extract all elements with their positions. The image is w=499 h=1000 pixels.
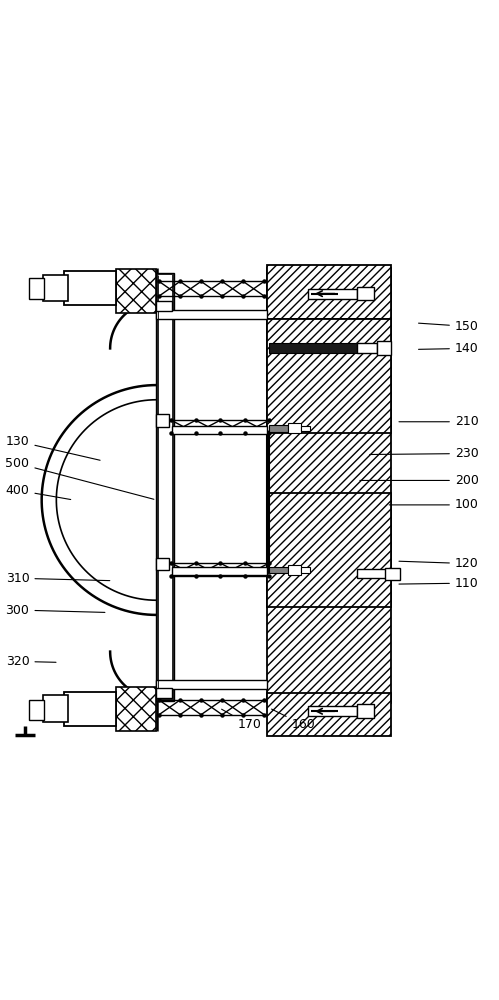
Text: 100: 100 [389, 498, 479, 511]
Bar [156, 301, 172, 311]
Bar [156, 310, 266, 319]
Bar [357, 343, 377, 353]
Text: 160: 160 [271, 709, 315, 731]
Bar [43, 695, 67, 722]
Text: 230: 230 [370, 447, 479, 460]
Bar [269, 343, 359, 353]
Text: 500: 500 [5, 457, 154, 499]
Text: 210: 210 [399, 415, 479, 428]
Bar [156, 273, 174, 701]
Text: 170: 170 [222, 709, 261, 731]
Bar [172, 426, 266, 434]
Text: 400: 400 [5, 484, 71, 500]
Bar [357, 569, 386, 578]
Text: 200: 200 [360, 474, 479, 487]
Bar [266, 493, 391, 607]
Bar [156, 680, 266, 689]
Bar [172, 567, 266, 575]
Text: 300: 300 [5, 604, 105, 617]
Bar [301, 426, 310, 431]
Text: 310: 310 [5, 572, 110, 585]
Bar [266, 265, 391, 319]
Bar [308, 289, 357, 299]
Text: 130: 130 [5, 435, 100, 460]
Bar [269, 567, 287, 573]
Bar [156, 558, 169, 570]
Bar [64, 271, 116, 305]
Bar [116, 269, 156, 313]
Bar [287, 423, 301, 433]
Bar [357, 704, 374, 718]
Bar [266, 693, 391, 736]
Bar [385, 568, 400, 580]
Bar [308, 706, 357, 716]
Text: 140: 140 [419, 342, 479, 355]
Bar [116, 687, 156, 731]
Bar [287, 565, 301, 575]
Bar [269, 425, 287, 432]
Bar [266, 268, 391, 703]
Bar [43, 275, 67, 301]
Bar [29, 278, 44, 299]
Text: 320: 320 [5, 655, 56, 668]
Bar [158, 275, 172, 699]
Bar [29, 700, 44, 720]
Bar [377, 341, 391, 355]
Bar [266, 319, 391, 433]
Bar [357, 287, 374, 300]
Text: 110: 110 [399, 577, 479, 590]
Text: 120: 120 [399, 557, 479, 570]
Text: 150: 150 [419, 320, 479, 333]
Bar [156, 414, 169, 427]
Bar [64, 692, 116, 726]
Bar [301, 567, 310, 573]
Bar [156, 688, 172, 698]
